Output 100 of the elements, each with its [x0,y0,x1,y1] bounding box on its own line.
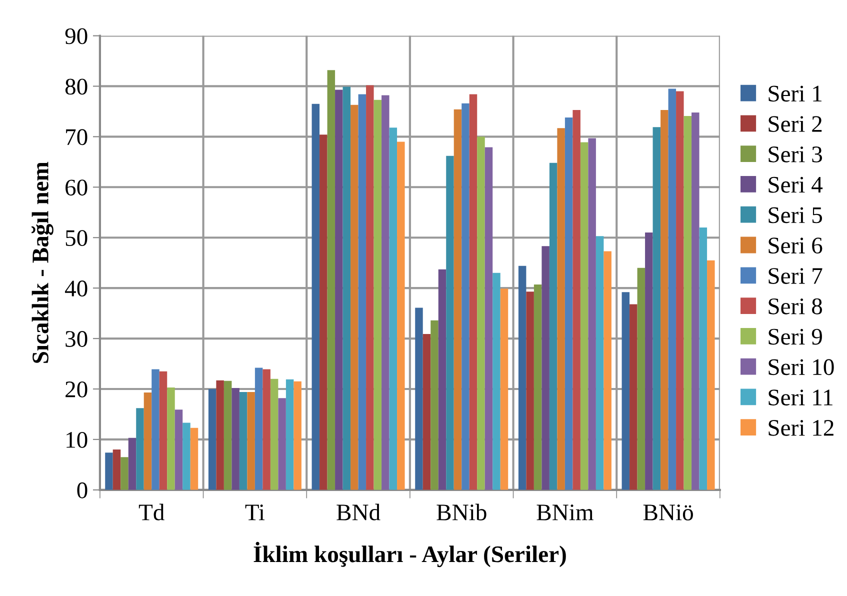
legend-label: Seri 11 [768,390,832,406]
bar [270,378,278,490]
legend-label: Seri 9 [768,328,822,345]
y-axis-title: Sıcaklık - Bağıl nem [32,162,54,363]
y-tick-label: 0 [77,482,88,498]
y-tick-label: 20 [66,381,88,398]
legend-label: Seri 1 [768,86,822,102]
bar [484,147,493,490]
bar [604,251,612,490]
legend-label: Seri 7 [768,268,822,284]
y-tick-label: 90 [65,28,88,44]
bar [469,94,478,490]
bar [358,94,366,490]
bar [534,284,542,490]
bar [588,138,596,490]
bar [462,103,470,490]
x-tick-label: Td [138,504,164,520]
bar [580,142,588,490]
bar [676,91,684,490]
y-tick-label: 30 [66,331,88,347]
bar [477,136,485,490]
bar [327,70,336,490]
bar [415,308,423,490]
bar [430,320,438,490]
bar [278,398,286,490]
bar [144,392,152,490]
bar [112,450,121,490]
bar [500,288,508,490]
bar [542,246,550,490]
bar [128,438,136,490]
bar [294,381,302,490]
bar [366,85,374,490]
y-tick-label: 60 [66,180,88,196]
bar [684,116,692,490]
y-tick-label: 50 [66,230,88,246]
bar [707,260,715,490]
bar [182,422,190,490]
bar [692,112,700,490]
bar [286,379,294,490]
x-tick-label: BNd [336,504,380,520]
bar [596,236,604,490]
bar [454,109,462,490]
bar [526,292,534,490]
bar [668,88,676,490]
y-tick-label: 10 [66,432,88,448]
x-tick-label: BNiö [643,504,693,520]
bar [660,110,668,490]
bar [167,387,175,490]
bar [247,392,255,490]
bar [492,272,500,490]
bar [335,90,343,490]
bar [374,100,382,490]
bar [262,369,270,490]
y-tick-label: 70 [66,129,88,146]
bar [159,371,168,490]
bar [699,228,708,490]
bar [152,369,160,490]
bar [320,134,328,490]
bar [190,428,198,490]
legend-label: Seri 6 [768,238,822,254]
legend-label: Seri 3 [768,146,822,162]
bar [645,232,653,490]
bar [120,457,128,490]
bar [232,388,240,490]
bar [518,266,526,490]
bar [389,128,398,490]
bar [652,127,661,490]
x-axis-title: İklim koşulları - Aylar (Seriler) [254,542,566,568]
bar [446,156,454,490]
x-tick-label: BNib [436,504,486,520]
bar [397,142,405,490]
x-tick-label: Ti [245,504,265,520]
bar [549,162,558,490]
bar [136,408,144,490]
bar [438,269,446,490]
y-tick-label: 40 [64,280,88,296]
legend-label: Seri 12 [768,420,834,436]
bar [216,380,224,490]
bar [564,118,573,490]
bar [312,104,320,490]
bar [557,128,565,490]
legend-label: Seri 8 [768,298,822,314]
bar [239,392,248,490]
bar [342,86,351,490]
bar [105,452,113,490]
bar [174,410,183,490]
bar [254,368,263,490]
x-tick-label: BNim [536,504,594,520]
bar [630,304,638,490]
bar [572,110,580,490]
legend-label: Seri 5 [768,207,822,224]
bar [224,380,232,490]
bar [622,292,630,490]
legend-label: Seri 4 [768,176,823,193]
bar [637,268,646,490]
legend-label: Seri 10 [768,359,834,376]
bar [350,104,358,490]
legend-label: Seri 2 [768,116,822,132]
bar [382,95,390,490]
bar [208,388,216,490]
